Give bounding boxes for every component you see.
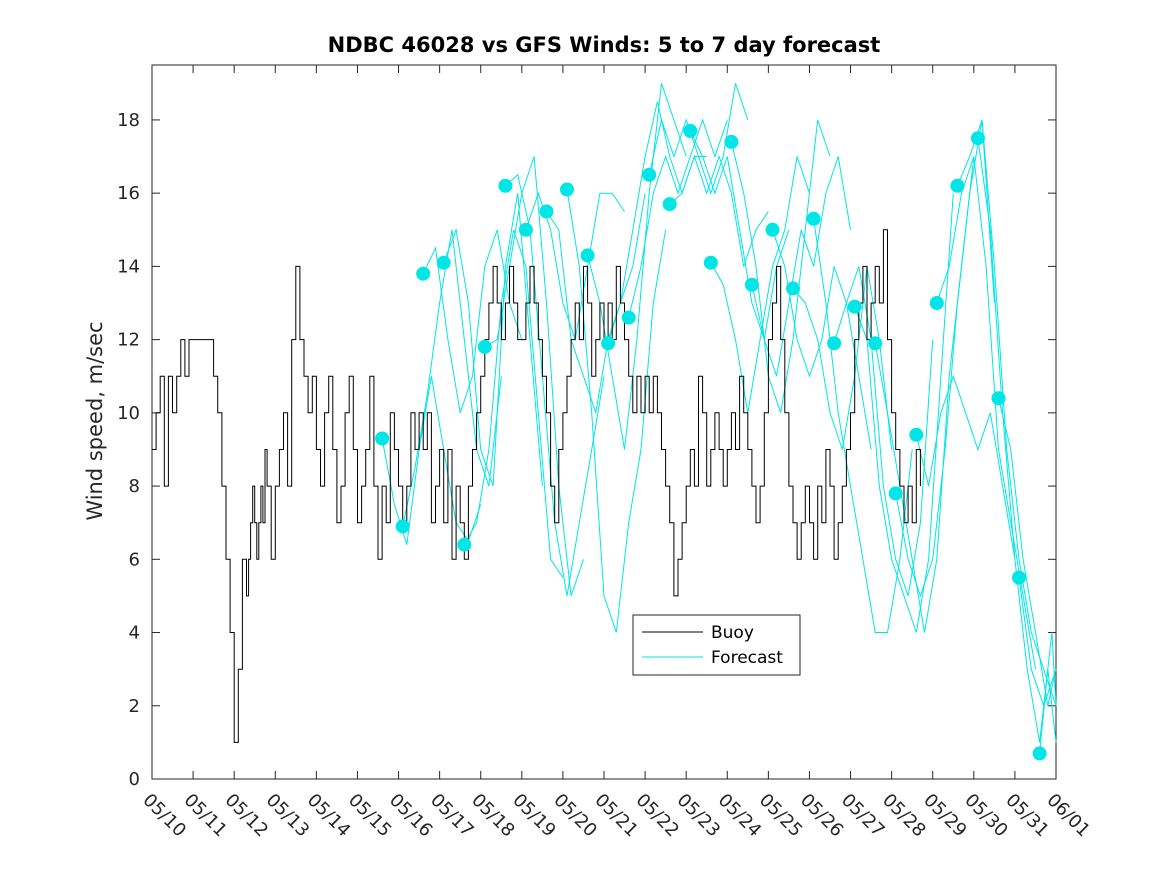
axis-ticks: 0 2 4 6 8 10 12 14 16 18 05/1005/1105/1205/1305/14… — [117, 65, 1094, 841]
forecast-series-line — [833, 266, 934, 597]
forecast-marker — [621, 310, 636, 325]
forecast-series-line — [1039, 669, 1057, 754]
forecast-marker — [888, 486, 903, 501]
legend-forecast-label: Forecast — [711, 648, 783, 668]
x-tick-label: 05/17 — [426, 790, 478, 842]
legend-box — [632, 614, 801, 676]
y-tick-label: 12 — [117, 330, 140, 351]
forecast-marker — [457, 537, 472, 552]
forecast-marker — [539, 204, 554, 219]
y-tick-label: 10 — [117, 403, 140, 424]
x-tick-label: 05/13 — [262, 790, 314, 842]
x-tick-label: 05/23 — [673, 790, 725, 842]
forecast-marker — [909, 427, 924, 442]
forecast-marker — [498, 178, 513, 193]
y-tick-label: 18 — [117, 110, 140, 131]
forecast-marker — [724, 134, 739, 149]
forecast-series-line — [730, 119, 831, 413]
chart-title: NDBC 46028 vs GFS Winds: 5 to 7 day fore… — [328, 33, 881, 57]
forecast-marker — [991, 391, 1006, 406]
x-tick-label: 05/11 — [180, 790, 232, 842]
y-tick-label: 0 — [129, 769, 140, 790]
forecast-series-line — [854, 193, 954, 633]
forecast-marker — [827, 336, 842, 351]
x-tick-label: 05/31 — [1001, 790, 1053, 842]
forecast-marker — [786, 281, 800, 296]
x-tick-label: 05/30 — [960, 790, 1012, 842]
x-tick-label: 05/22 — [632, 790, 684, 842]
x-tick-label: 05/19 — [508, 790, 560, 842]
forecast-marker — [847, 299, 862, 314]
x-tick-label: 05/26 — [796, 790, 848, 842]
x-tick-label: 05/14 — [303, 790, 355, 842]
x-tick-label: 05/27 — [837, 790, 889, 842]
forecast-marker — [806, 211, 821, 226]
x-tick-label: 05/10 — [138, 790, 190, 842]
x-tick-label: 05/29 — [919, 790, 971, 842]
y-tick-label: 4 — [129, 623, 140, 644]
forecast-marker — [868, 336, 883, 351]
forecast-marker — [416, 266, 431, 281]
forecast-marker — [395, 519, 410, 534]
x-tick-label: 05/24 — [714, 790, 766, 842]
y-tick-label: 14 — [117, 256, 140, 277]
forecast-series-line — [443, 193, 543, 487]
forecast-marker — [662, 197, 677, 212]
x-tick-label: 06/01 — [1042, 790, 1094, 842]
forecast-marker — [601, 336, 616, 351]
forecast-marker — [642, 167, 657, 182]
buoy-series-line — [152, 229, 921, 743]
plot-series — [152, 83, 1057, 761]
forecast-marker — [744, 277, 759, 292]
forecast-series-line — [956, 119, 1057, 706]
y-axis-label: Wind speed, m/sec — [83, 321, 107, 520]
forecast-marker — [1032, 746, 1047, 761]
forecast-marker — [477, 339, 492, 354]
x-tick-label: 05/12 — [221, 790, 273, 842]
x-tick-label: 05/15 — [344, 790, 396, 842]
forecast-series-line — [628, 118, 728, 318]
legend-buoy-label: Buoy — [711, 623, 754, 643]
forecast-marker — [580, 248, 595, 263]
forecast-series-line — [895, 119, 995, 598]
forecast-marker — [950, 178, 965, 193]
forecast-marker — [929, 296, 944, 310]
forecast-marker — [560, 182, 574, 197]
forecast-marker — [703, 255, 718, 270]
x-tick-label: 05/18 — [467, 790, 519, 842]
forecast-series-line — [689, 130, 790, 340]
forecast-series-line — [915, 374, 1016, 560]
x-tick-label: 05/21 — [590, 790, 642, 842]
forecast-series-line — [463, 229, 564, 578]
y-tick-label: 6 — [129, 549, 140, 570]
forecast-series-line — [648, 83, 749, 195]
forecast-marker — [518, 222, 533, 237]
x-tick-label: 05/28 — [878, 790, 930, 842]
forecast-series-line — [546, 193, 646, 413]
y-tick-label: 8 — [129, 476, 140, 497]
y-tick-label: 16 — [117, 183, 140, 204]
forecast-marker — [683, 123, 698, 138]
forecast-marker — [970, 131, 985, 146]
forecast-marker — [1012, 570, 1026, 585]
forecast-marker — [436, 255, 451, 270]
forecast-series-line — [977, 138, 1057, 743]
forecast-marker — [375, 431, 390, 446]
x-tick-label: 05/20 — [549, 790, 601, 842]
forecast-series-line — [710, 156, 810, 413]
x-tick-label: 05/16 — [385, 790, 437, 842]
y-tick-label: 2 — [129, 696, 140, 717]
forecast-marker — [765, 222, 780, 237]
forecast-series-line — [792, 266, 893, 450]
legend: Buoy Forecast — [632, 614, 801, 676]
forecast-series-line — [998, 398, 1057, 706]
x-tick-label: 05/25 — [755, 790, 807, 842]
